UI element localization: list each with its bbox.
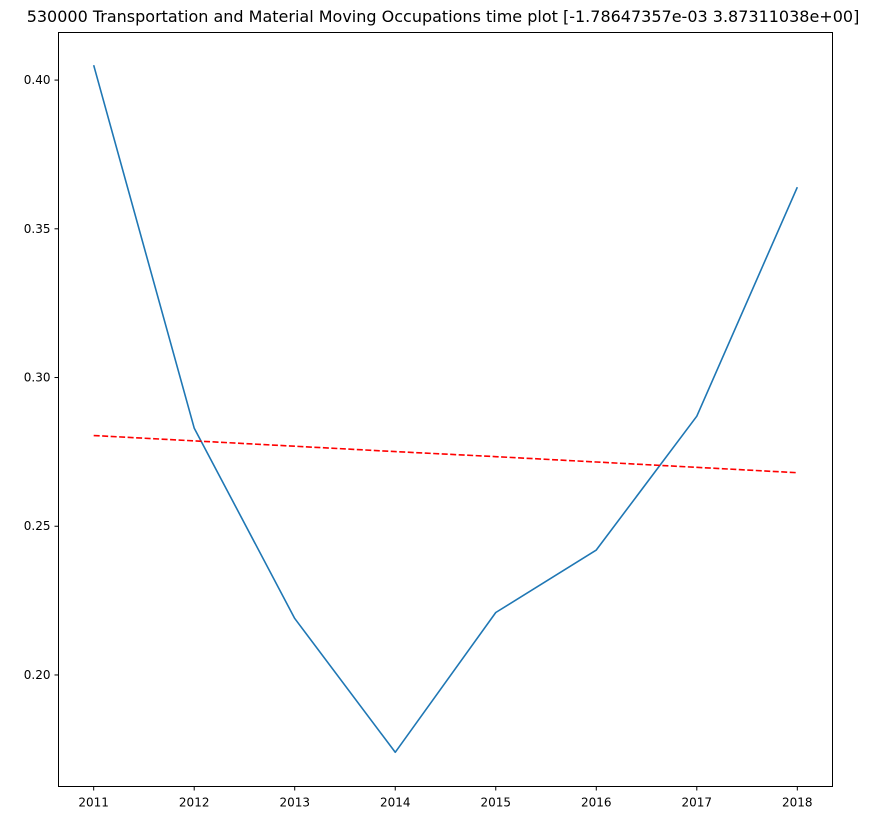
x-axis: 2011 2012 2013 2014 2015 2016 2017 2018 [78, 786, 813, 810]
series-line-1 [93, 434, 798, 474]
x-tick-label: 2018 [782, 796, 813, 810]
y-tick-label: 0.35 [24, 222, 51, 236]
y-tick-label: 0.30 [24, 371, 51, 385]
x-tick-label: 2011 [78, 796, 109, 810]
y-tick-label: 0.25 [24, 519, 51, 533]
series-line-0 [92, 65, 799, 754]
y-axis: 0.20 0.25 0.30 0.35 0.40 [24, 73, 59, 682]
y-tick-label: 0.40 [24, 73, 51, 87]
plot-area-frame [58, 32, 833, 787]
x-tick-label: 2015 [480, 796, 511, 810]
chart-title: 530000 Transportation and Material Movin… [27, 7, 860, 26]
y-tick-label: 0.20 [24, 668, 51, 682]
x-tick-label: 2017 [682, 796, 713, 810]
x-tick-label: 2016 [581, 796, 612, 810]
x-tick-label: 2013 [279, 796, 310, 810]
series-layer [92, 65, 799, 754]
x-tick-label: 2012 [179, 796, 210, 810]
x-tick-label: 2014 [380, 796, 411, 810]
